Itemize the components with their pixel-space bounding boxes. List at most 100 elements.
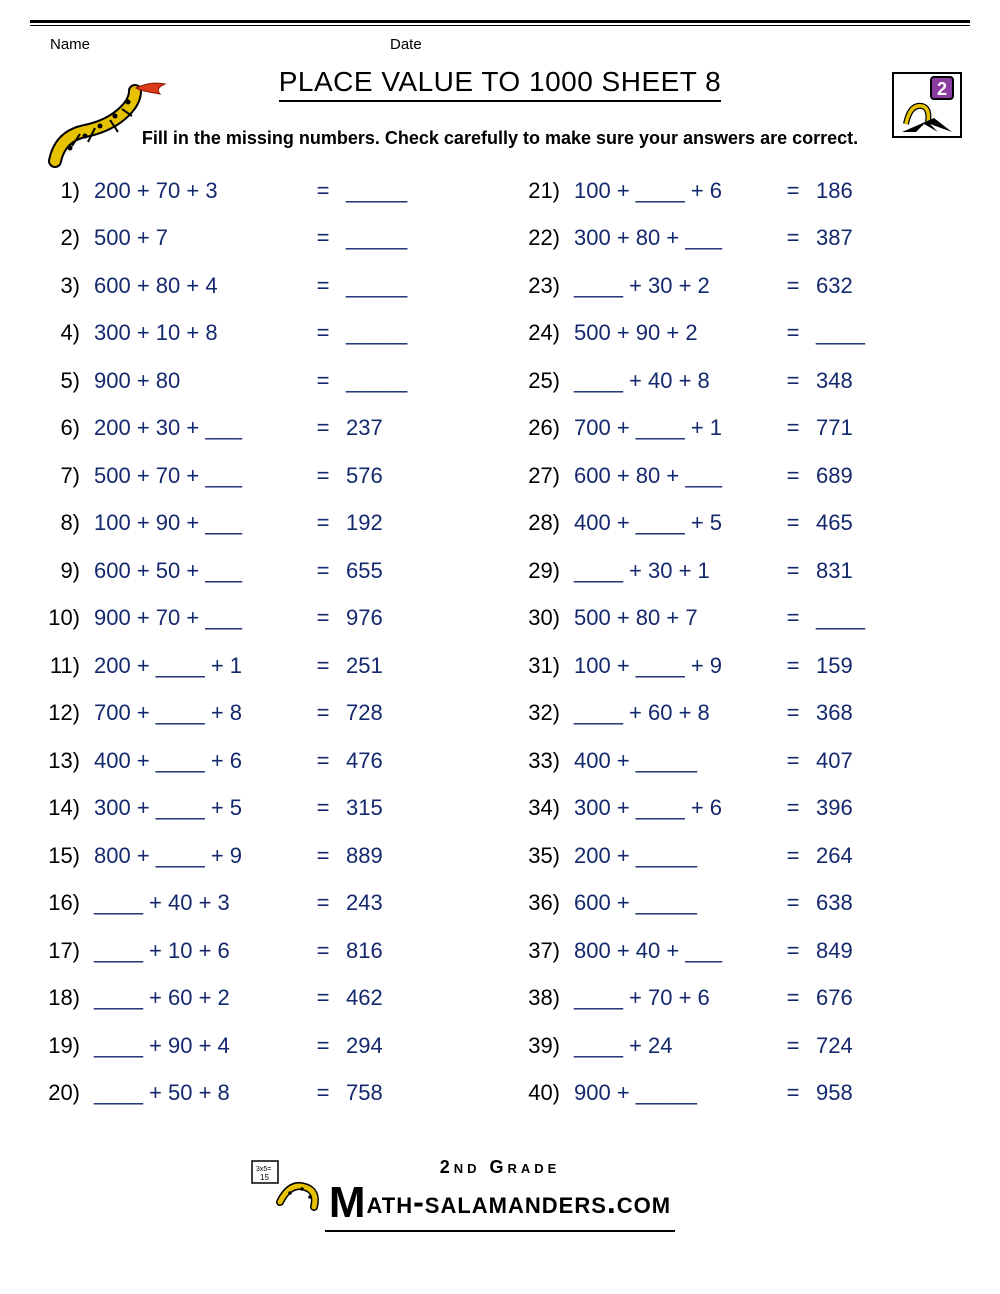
problem-row: 32)____ + 60 + 8=368 (510, 690, 960, 738)
problem-number: 38) (510, 987, 566, 1009)
equals-sign: = (776, 227, 810, 249)
problem-row: 9)600 + 50 + ___=655 (40, 547, 490, 595)
problem-row: 3)600 + 80 + 4=_____ (40, 262, 490, 310)
problem-answer: 368 (810, 702, 890, 724)
equals-sign: = (776, 465, 810, 487)
problem-row: 38)____ + 70 + 6=676 (510, 975, 960, 1023)
problem-row: 2)500 + 7=_____ (40, 215, 490, 263)
equals-sign: = (776, 322, 810, 344)
problem-expression: 400 + ____ + 5 (566, 512, 776, 534)
name-label: Name (50, 36, 90, 53)
problem-answer: 237 (340, 417, 420, 439)
problem-row: 8)100 + 90 + ___=192 (40, 500, 490, 548)
problem-answer: 192 (340, 512, 420, 534)
problem-expression: 700 + ____ + 1 (566, 417, 776, 439)
problem-answer: 889 (340, 845, 420, 867)
header-labels: Name Date (0, 34, 1000, 60)
problem-row: 31)100 + ____ + 9=159 (510, 642, 960, 690)
problem-answer: 816 (340, 940, 420, 962)
problem-answer: ____ (810, 607, 890, 629)
problem-row: 21)100 + ____ + 6=186 (510, 167, 960, 215)
problem-answer: 831 (810, 560, 890, 582)
equals-sign: = (776, 987, 810, 1009)
problem-number: 15) (40, 845, 86, 867)
problem-expression: 800 + 40 + ___ (566, 940, 776, 962)
equals-sign: = (306, 512, 340, 534)
equals-sign: = (776, 655, 810, 677)
problem-number: 7) (40, 465, 86, 487)
problem-row: 24)500 + 90 + 2=____ (510, 310, 960, 358)
problem-number: 21) (510, 180, 566, 202)
problem-number: 8) (40, 512, 86, 534)
problem-expression: 200 + 30 + ___ (86, 417, 306, 439)
problem-expression: ____ + 30 + 2 (566, 275, 776, 297)
equals-sign: = (306, 940, 340, 962)
problem-expression: 200 + _____ (566, 845, 776, 867)
problem-answer: 264 (810, 845, 890, 867)
problem-answer: 186 (810, 180, 890, 202)
equals-sign: = (776, 607, 810, 629)
problem-row: 39)____ + 24=724 (510, 1022, 960, 1070)
problem-expression: ____ + 24 (566, 1035, 776, 1057)
problem-expression: ____ + 50 + 8 (86, 1082, 306, 1104)
problems-column-left: 1)200 + 70 + 3=_____2)500 + 7=_____3)600… (40, 167, 490, 1117)
problem-row: 35)200 + _____=264 (510, 832, 960, 880)
problem-expression: 400 + _____ (566, 750, 776, 772)
problem-number: 35) (510, 845, 566, 867)
problem-number: 16) (40, 892, 86, 914)
title-row: PLACE VALUE TO 1000 SHEET 8 (0, 66, 1000, 102)
problem-answer: 465 (810, 512, 890, 534)
problem-expression: 300 + ____ + 5 (86, 797, 306, 819)
problem-answer: 724 (810, 1035, 890, 1057)
equals-sign: = (776, 370, 810, 392)
problem-number: 14) (40, 797, 86, 819)
equals-sign: = (306, 322, 340, 344)
problem-answer: _____ (340, 180, 420, 202)
problem-row: 28)400 + ____ + 5=465 (510, 500, 960, 548)
equals-sign: = (306, 417, 340, 439)
equals-sign: = (306, 560, 340, 582)
problem-answer: 632 (810, 275, 890, 297)
problem-answer: 348 (810, 370, 890, 392)
problem-number: 30) (510, 607, 566, 629)
problems-column-right: 21)100 + ____ + 6=18622)300 + 80 + ___=3… (510, 167, 960, 1117)
problem-expression: 600 + 80 + 4 (86, 275, 306, 297)
worksheet-title: PLACE VALUE TO 1000 SHEET 8 (279, 66, 722, 102)
problem-expression: ____ + 10 + 6 (86, 940, 306, 962)
problem-row: 22)300 + 80 + ___=387 (510, 215, 960, 263)
problem-number: 36) (510, 892, 566, 914)
problem-answer: 294 (340, 1035, 420, 1057)
problem-expression: 200 + ____ + 1 (86, 655, 306, 677)
equals-sign: = (306, 180, 340, 202)
equals-sign: = (306, 797, 340, 819)
problem-answer: _____ (340, 322, 420, 344)
problem-row: 20)____ + 50 + 8=758 (40, 1070, 490, 1118)
problem-answer: 976 (340, 607, 420, 629)
problem-number: 13) (40, 750, 86, 772)
problem-row: 33)400 + _____=407 (510, 737, 960, 785)
problem-expression: 500 + 70 + ___ (86, 465, 306, 487)
equals-sign: = (776, 275, 810, 297)
problem-number: 24) (510, 322, 566, 344)
problem-row: 11)200 + ____ + 1=251 (40, 642, 490, 690)
problem-number: 11) (40, 655, 86, 677)
equals-sign: = (306, 275, 340, 297)
problem-answer: 576 (340, 465, 420, 487)
problem-number: 1) (40, 180, 86, 202)
problem-expression: ____ + 60 + 2 (86, 987, 306, 1009)
problem-expression: 300 + 80 + ___ (566, 227, 776, 249)
problem-expression: 400 + ____ + 6 (86, 750, 306, 772)
problem-answer: 159 (810, 655, 890, 677)
problem-number: 9) (40, 560, 86, 582)
problem-row: 30)500 + 80 + 7=____ (510, 595, 960, 643)
problem-answer: 243 (340, 892, 420, 914)
footer: 3x5= 15 2nd Grade Math-salamanders.com (0, 1157, 1000, 1262)
problem-expression: 600 + 50 + ___ (86, 560, 306, 582)
problem-number: 31) (510, 655, 566, 677)
problem-row: 5)900 + 80=_____ (40, 357, 490, 405)
problem-row: 23)____ + 30 + 2=632 (510, 262, 960, 310)
equals-sign: = (776, 797, 810, 819)
problem-expression: ____ + 90 + 4 (86, 1035, 306, 1057)
problem-answer: 396 (810, 797, 890, 819)
footer-grade: 2nd Grade (0, 1157, 1000, 1178)
